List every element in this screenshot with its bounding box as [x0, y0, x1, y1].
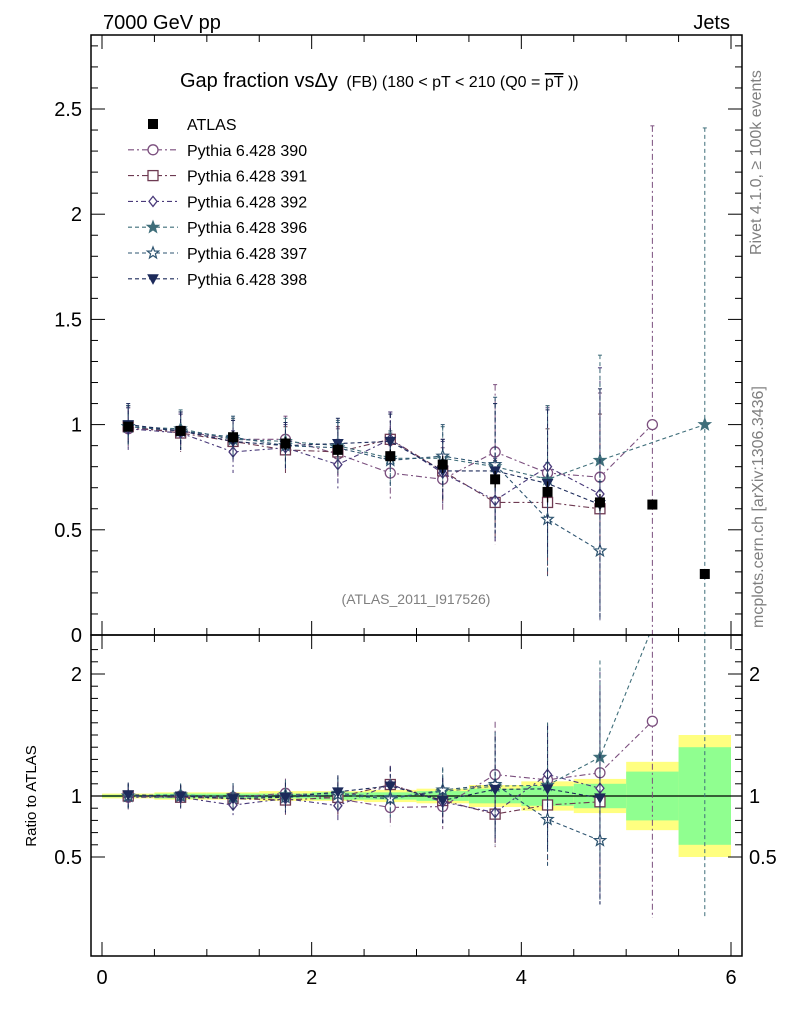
x-tick-label-0: 0: [96, 967, 107, 989]
legend-label-atlas: ATLAS: [187, 117, 237, 134]
y-main-tick-label-4: 2: [71, 204, 82, 226]
legend-marker-5: [147, 274, 159, 285]
atlas-point-7: [490, 474, 501, 485]
ratio-5-point-2: [227, 794, 239, 805]
atlas-point-5: [385, 451, 396, 462]
main-panel-data: [120, 125, 713, 635]
header-left: 7000 GeV pp: [103, 12, 221, 34]
legend-label-2: Pythia 6.428 392: [187, 194, 307, 211]
series-line-2: [128, 428, 601, 501]
y-main-tick-label-3: 1.5: [54, 309, 82, 331]
legend-marker-1: [147, 169, 159, 182]
atlas-point-3: [280, 438, 291, 449]
ratio-5-point-8: [541, 784, 554, 795]
atlas-point-11: [699, 568, 710, 579]
y-ratio-tick-label-right-2: 2: [749, 664, 760, 686]
chart-title: Gap fraction vsΔy (FB) (180 < pT < 210 (…: [180, 70, 579, 92]
legend-label-4: Pythia 6.428 397: [187, 246, 307, 263]
legend-marker-3: [145, 219, 161, 234]
series-line-4: [128, 426, 601, 552]
legend-marker-4: [145, 245, 161, 260]
y-ratio-tick-label-left-2: 2: [71, 664, 82, 686]
legend-label-0: Pythia 6.428 390: [187, 143, 307, 160]
y-main-tick-label-1: 0.5: [54, 520, 82, 542]
series-line-1: [128, 426, 601, 510]
atlas-point-6: [437, 459, 448, 470]
y-main-tick-label-5: 2.5: [54, 99, 82, 121]
axes: 0 2 4 6 0 0.5 1 1.5 2 2.5 0.5 0.5 1 1 2 2: [54, 35, 777, 989]
y-ratio-tick-label-left-1: 1: [71, 786, 82, 808]
title-sub: (FB) (180 < pT < 210 (Q0 =: [346, 74, 540, 91]
ratio-5-point-4: [332, 787, 344, 798]
y-ratio-tick-label-right-1: 1: [749, 786, 760, 808]
x-tick-label-2: 4: [516, 967, 527, 989]
ratio-line-4: [128, 783, 601, 842]
y-main-tick-label-0: 0: [71, 625, 82, 647]
ratio-5-point-6: [436, 796, 449, 807]
ratio-5-point-1: [174, 791, 187, 803]
ratio-0-point-10: [646, 715, 659, 727]
legend: ATLAS Pythia 6.428 390 Pythia 6.428 391 Pyt…: [128, 117, 307, 289]
series-3-point-11: [697, 416, 713, 431]
ratio-5-point-0: [122, 790, 135, 801]
x-tick-label-3: 6: [725, 967, 736, 989]
ratio-line-2: [128, 773, 601, 814]
atlas-point-1: [175, 425, 186, 436]
analysis-label: (ATLAS_2011_I917526): [342, 591, 491, 607]
atlas-point-8: [542, 486, 553, 497]
legend-label-1: Pythia 6.428 391: [187, 169, 307, 186]
y-ratio-tick-label-left-0: 0.5: [54, 847, 82, 869]
series-line-3: [128, 424, 705, 480]
x-tick-label-1: 2: [306, 967, 317, 989]
rivet-label: Rivet 4.1.0, ≥ 100k events: [748, 70, 765, 255]
atlas-point-4: [332, 444, 343, 455]
legend-marker-atlas: [148, 119, 158, 129]
ratio-y-label: Ratio to ATLAS: [23, 745, 40, 846]
ratio-5-point-9: [594, 793, 606, 804]
ratio-panel-data: [91, 635, 742, 918]
atlas-point-10: [647, 499, 658, 510]
series-0-point-10: [646, 418, 659, 431]
y-main-tick-label-2: 1: [71, 415, 82, 437]
atlas-point-0: [123, 421, 134, 432]
y-ratio-tick-label-right-0: 0.5: [749, 847, 777, 869]
legend-label-5: Pythia 6.428 398: [187, 272, 307, 289]
title-overline: pT: [545, 74, 564, 91]
title-close: )): [568, 74, 579, 91]
ratio-line-5: [128, 785, 601, 802]
ratio-5-point-7: [489, 784, 501, 796]
atlas-point-2: [228, 432, 239, 443]
header-right: Jets: [693, 12, 730, 34]
legend-marker-0: [147, 144, 159, 156]
series-5-point-5: [384, 436, 397, 448]
ratio-5-point-5: [384, 781, 397, 792]
legend-marker-2: [148, 195, 158, 208]
legend-label-3: Pythia 6.428 396: [187, 220, 307, 237]
ratio-5-point-3: [279, 792, 292, 804]
mcplots-label: mcplots.cern.ch [arXiv:1306.3436]: [750, 386, 767, 628]
series-line-5: [128, 424, 601, 506]
atlas-point-9: [594, 497, 605, 508]
title-main: Gap fraction vsΔy: [180, 70, 338, 92]
ratio-line-3: [128, 635, 650, 798]
